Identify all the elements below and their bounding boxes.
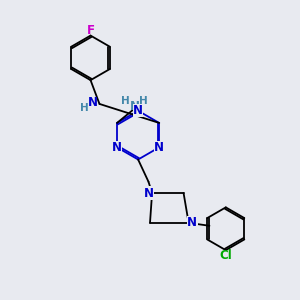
Text: Cl: Cl — [219, 249, 232, 262]
Text: H: H — [121, 96, 129, 106]
Text: N: N — [187, 216, 197, 229]
Text: F: F — [87, 24, 94, 37]
Text: N: N — [133, 104, 143, 117]
Text: N: N — [88, 96, 98, 109]
Text: N: N — [130, 100, 140, 112]
Text: N: N — [112, 141, 122, 154]
Text: H: H — [80, 103, 88, 113]
Text: N: N — [154, 141, 164, 154]
Text: N: N — [143, 187, 154, 200]
Text: H: H — [140, 96, 148, 106]
